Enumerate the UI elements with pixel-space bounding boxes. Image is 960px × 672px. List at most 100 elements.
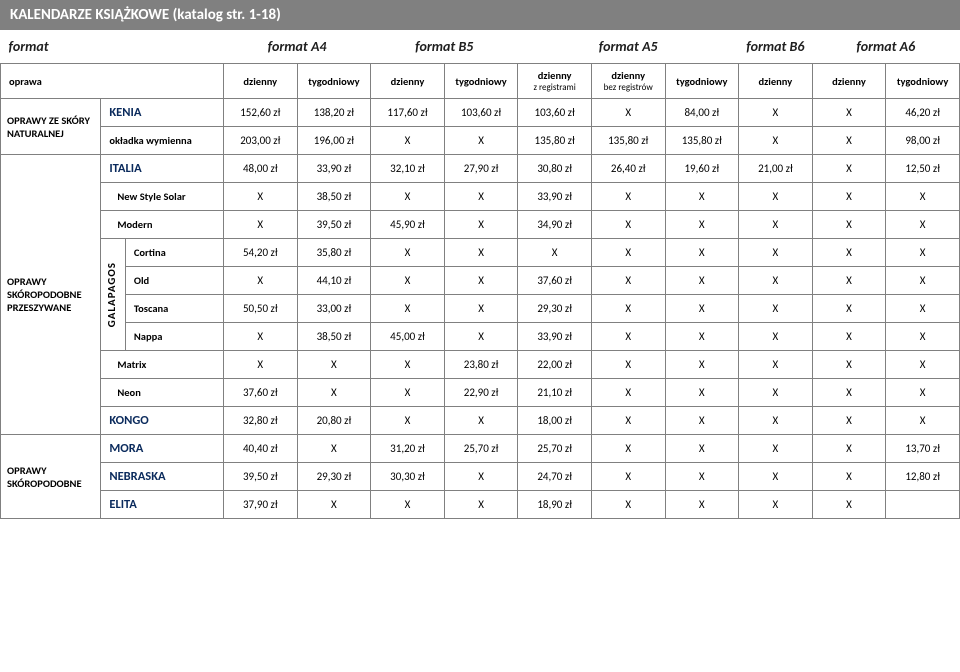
- cell: X: [591, 491, 665, 519]
- cell: 21,00 zł: [739, 155, 813, 183]
- cell: 54,20 zł: [224, 239, 298, 267]
- cell: 45,90 zł: [371, 211, 445, 239]
- cell: X: [444, 295, 518, 323]
- cell: X: [739, 99, 813, 127]
- cell: X: [812, 99, 886, 127]
- cell: X: [371, 267, 445, 295]
- cell: X: [518, 239, 592, 267]
- cell: 48,00 zł: [224, 155, 298, 183]
- hdr-a4: format A4: [224, 30, 371, 64]
- hdr-b5: format B5: [371, 30, 518, 64]
- cell: X: [591, 99, 665, 127]
- hdr-dzienny: dzienny: [224, 64, 298, 99]
- cell: X: [812, 295, 886, 323]
- cell: X: [665, 323, 739, 351]
- cell: 117,60 zł: [371, 99, 445, 127]
- category-natural: OPRAWY ZE SKÓRY NATURALNEJ: [1, 99, 101, 155]
- cell: 33,00 zł: [297, 295, 371, 323]
- cell: 25,70 zł: [518, 435, 592, 463]
- row-label: Neon: [101, 379, 224, 407]
- cell: X: [739, 407, 813, 435]
- cell: X: [739, 351, 813, 379]
- cell: X: [812, 323, 886, 351]
- cell: X: [591, 323, 665, 351]
- row-label: okładka wymienna: [101, 127, 224, 155]
- cell: 84,00 zł: [665, 99, 739, 127]
- cell: 12,80 zł: [886, 463, 960, 491]
- row-label: NEBRASKA: [101, 463, 224, 491]
- cell: X: [665, 491, 739, 519]
- cell: 24,70 zł: [518, 463, 592, 491]
- table-row: Nappa X38,50 zł45,00 złX33,90 złXXXXX: [1, 323, 960, 351]
- cell: 12,50 zł: [886, 155, 960, 183]
- cell: X: [224, 323, 298, 351]
- hdr-dzienny-bezreg: dziennybez registrów: [591, 64, 665, 99]
- cell: X: [665, 295, 739, 323]
- row-label: KONGO: [101, 407, 224, 435]
- cell: 29,30 zł: [297, 463, 371, 491]
- cell: X: [886, 183, 960, 211]
- cell: X: [812, 379, 886, 407]
- cell: X: [739, 435, 813, 463]
- cell: 31,20 zł: [371, 435, 445, 463]
- table-row: Toscana 50,50 zł33,00 złXX29,30 złXXXXX: [1, 295, 960, 323]
- cell: X: [297, 351, 371, 379]
- cell: X: [371, 351, 445, 379]
- cell: X: [886, 351, 960, 379]
- row-label: Modern: [101, 211, 224, 239]
- cell: 23,80 zł: [444, 351, 518, 379]
- cell: X: [371, 295, 445, 323]
- cell: X: [665, 379, 739, 407]
- cell: X: [812, 211, 886, 239]
- cell: X: [812, 435, 886, 463]
- cell: 19,60 zł: [665, 155, 739, 183]
- cell: X: [665, 351, 739, 379]
- cell: X: [812, 267, 886, 295]
- cell: X: [591, 239, 665, 267]
- cell: 21,10 zł: [518, 379, 592, 407]
- cell: X: [297, 491, 371, 519]
- cell: X: [444, 211, 518, 239]
- cell: 29,30 zł: [518, 295, 592, 323]
- cell: X: [665, 183, 739, 211]
- cell: 26,40 zł: [591, 155, 665, 183]
- cell: X: [444, 323, 518, 351]
- cell: X: [371, 379, 445, 407]
- cell: X: [591, 295, 665, 323]
- cell: X: [444, 239, 518, 267]
- cell: X: [812, 155, 886, 183]
- cell: 38,50 zł: [297, 323, 371, 351]
- cell: X: [739, 323, 813, 351]
- cell: 45,00 zł: [371, 323, 445, 351]
- cell: X: [444, 407, 518, 435]
- cell: X: [665, 463, 739, 491]
- galapagos-label: GALAPAGOS: [101, 239, 126, 351]
- hdr-b6: format B6: [739, 30, 813, 64]
- cell: 103,60 zł: [518, 99, 592, 127]
- cell: 138,20 zł: [297, 99, 371, 127]
- cell: X: [739, 239, 813, 267]
- cell: 135,80 zł: [591, 127, 665, 155]
- table-row: Old X44,10 złXX37,60 złXXXXX: [1, 267, 960, 295]
- cell: X: [444, 127, 518, 155]
- cell: X: [591, 183, 665, 211]
- row-label: MORA: [101, 435, 224, 463]
- cell: X: [665, 407, 739, 435]
- cell: X: [886, 323, 960, 351]
- cell: 39,50 zł: [224, 463, 298, 491]
- hdr-dzienny: dzienny: [812, 64, 886, 99]
- cell: 18,90 zł: [518, 491, 592, 519]
- cell: 20,80 zł: [297, 407, 371, 435]
- cell: X: [812, 463, 886, 491]
- cell: X: [591, 435, 665, 463]
- hdr-tygodniowy: tygodniowy: [886, 64, 960, 99]
- table-row: Modern X39,50 zł45,90 złX34,90 złXXXXX: [1, 211, 960, 239]
- cell: 33,90 zł: [518, 183, 592, 211]
- cell: X: [591, 267, 665, 295]
- cell: X: [297, 379, 371, 407]
- row-label: Cortina: [125, 239, 223, 267]
- cell: 98,00 zł: [886, 127, 960, 155]
- cell: X: [665, 267, 739, 295]
- cell: X: [739, 491, 813, 519]
- cell: [886, 491, 960, 519]
